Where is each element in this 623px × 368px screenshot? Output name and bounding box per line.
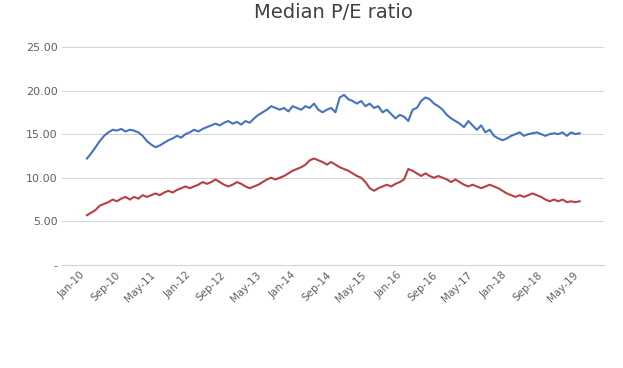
Micro caps (fourth quartile) — [388, 184, 395, 189]
Line: Micro caps (fourth quartile): Micro caps (fourth quartile) — [87, 159, 579, 215]
Title: Median P/E ratio: Median P/E ratio — [254, 3, 413, 22]
Line: Large caps (first quartile): Large caps (first quartile) — [87, 95, 579, 159]
Micro caps (fourth quartile) — [541, 197, 549, 202]
Micro caps (fourth quartile) — [310, 156, 318, 161]
Micro caps (fourth quartile) — [499, 189, 506, 193]
Large caps (first quartile) — [576, 131, 583, 135]
Micro caps (fourth quartile) — [576, 199, 583, 204]
Micro caps (fourth quartile) — [417, 174, 425, 178]
Micro caps (fourth quartile) — [83, 213, 91, 217]
Large caps (first quartile) — [499, 138, 506, 142]
Large caps (first quartile) — [541, 134, 549, 138]
Large caps (first quartile) — [250, 116, 258, 121]
Micro caps (fourth quartile) — [486, 183, 493, 187]
Large caps (first quartile) — [486, 128, 493, 132]
Large caps (first quartile) — [388, 112, 395, 116]
Large caps (first quartile) — [83, 156, 91, 161]
Large caps (first quartile) — [340, 93, 348, 97]
Micro caps (fourth quartile) — [250, 184, 258, 189]
Large caps (first quartile) — [417, 99, 425, 103]
